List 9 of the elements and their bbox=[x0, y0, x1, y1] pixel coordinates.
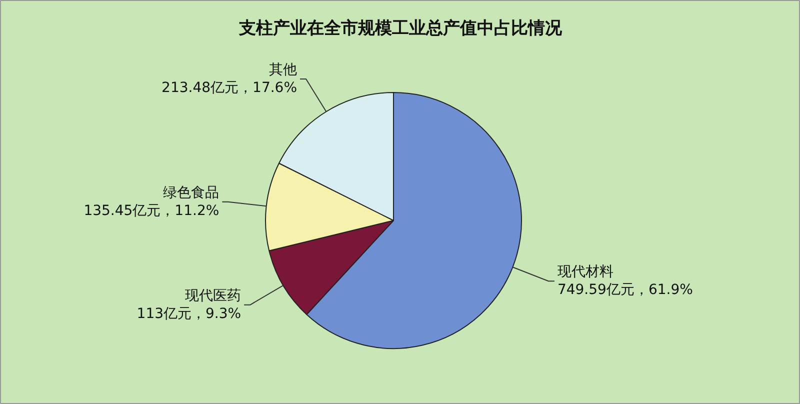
slice-label: 现代医药 bbox=[185, 288, 242, 304]
slice-label: 现代材料 bbox=[557, 264, 614, 280]
data-label: 213.48亿元，17.6% bbox=[162, 80, 298, 96]
data-label: 135.45亿元，11.2% bbox=[84, 202, 220, 219]
slice-label: 绿色食品 bbox=[163, 184, 220, 201]
data-label: 113亿元，9.3% bbox=[136, 306, 242, 322]
slice-label: 其他 bbox=[269, 62, 298, 78]
data-label: 749.59亿元，61.9% bbox=[557, 282, 693, 298]
chart-title: 支柱产业在全市规模工业总产值中占比情况 bbox=[238, 18, 563, 38]
